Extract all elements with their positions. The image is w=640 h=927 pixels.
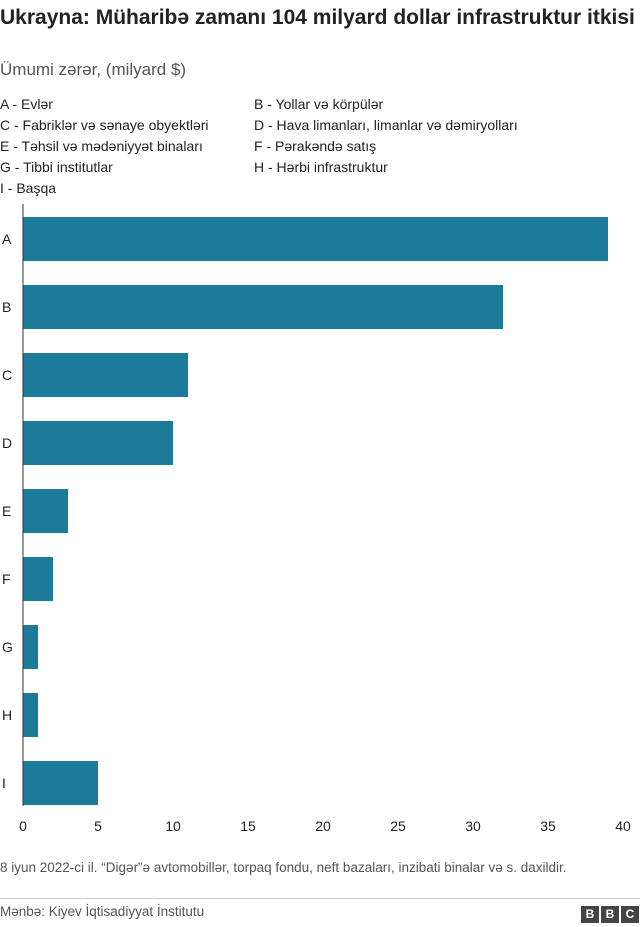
category-label-d: D [2,435,12,451]
bar-a [23,217,608,261]
logo-letter: B [601,906,619,923]
legend-item-c: C - Fabriklər və sənaye obyektləri [0,117,209,133]
legend-item-g: G - Tibbi institutlar [0,159,113,175]
bar-f [23,557,53,601]
legend-item-b: B - Yollar və körpülər [254,96,384,112]
x-tick-label: 25 [390,818,406,834]
logo-letter: B [581,906,599,923]
bar-e [23,489,68,533]
chart-title: Ukrayna: Müharibə zamanı 104 milyard dol… [0,6,635,29]
category-label-f: F [2,571,11,587]
category-label-a: A [2,231,12,247]
footnote: 8 iyun 2022-ci il. “Digər”ə avtomobillər… [0,860,567,875]
x-tick-label: 0 [19,818,27,834]
x-tick-label: 30 [465,818,481,834]
bbc-logo: B B C [581,906,639,923]
x-tick-label: 5 [94,818,102,834]
source-note: Mənbə: Kiyev İqtisadiyyat İnstitutu [0,904,205,919]
legend-item-f: F - Pərakəndə satış [254,138,377,154]
divider [0,898,640,899]
category-label-i: I [2,775,6,791]
category-label-c: C [2,367,12,383]
bar-c [23,353,188,397]
bar-g [23,625,38,669]
bar-i [23,761,98,805]
legend-item-a: A - Evlər [0,96,53,112]
x-tick-label: 40 [615,818,631,834]
category-label-e: E [2,503,11,519]
legend-item-i: I - Başqa [0,180,57,196]
bar-chart: A B C D E F G H I 0 5 10 15 20 25 30 35 40 [2,204,631,834]
legend-item-d: D - Hava limanları, limanlar və dəmiryol… [254,117,518,133]
category-label-b: B [2,299,11,315]
x-tick-label: 15 [240,818,256,834]
x-tick-label: 35 [540,818,556,834]
legend-item-e: E - Təhsil və mədəniyyət binaları [0,138,203,154]
chart-subtitle: Ümumi zərər, (milyard $) [0,60,187,79]
x-tick-label: 20 [315,818,331,834]
bar-d [23,421,173,465]
x-tick-label: 10 [165,818,181,834]
category-label-g: G [2,639,13,655]
bar-h [23,693,38,737]
category-label-h: H [2,707,12,723]
bar-b [23,285,503,329]
legend-item-h: H - Hərbi infrastruktur [254,159,388,175]
logo-letter: C [621,906,639,923]
